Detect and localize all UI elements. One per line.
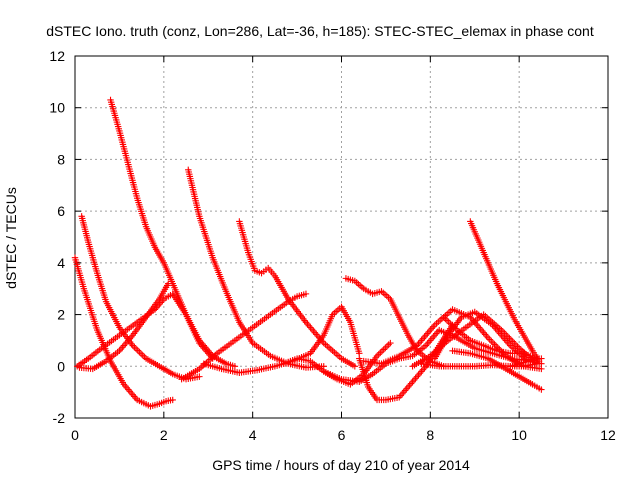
series [78, 213, 203, 383]
y-tick-label: 12 [49, 48, 65, 64]
data-point [169, 396, 176, 404]
axis-ticks: 0 2 4 6 8 10 12 -2 0 2 4 6 8 10 12 [49, 48, 616, 443]
data-point [380, 346, 387, 353]
x-axis-label: GPS time / hours of day 210 of year 2014 [212, 457, 470, 473]
series [107, 96, 216, 362]
y-tick-label: 4 [57, 255, 65, 271]
data-point [382, 344, 389, 352]
x-tick-label: 4 [249, 427, 257, 443]
y-tick-label: 6 [57, 203, 65, 219]
data-point [302, 290, 310, 298]
x-tick-label: 10 [511, 427, 527, 443]
data-point [377, 349, 384, 356]
data-points [71, 96, 545, 410]
chart-title: dSTEC Iono. truth (conz, Lon=286, Lat=-3… [46, 23, 594, 39]
data-point [492, 342, 500, 350]
y-tick-label: -2 [53, 410, 66, 426]
x-tick-label: 8 [426, 427, 434, 443]
series [440, 313, 541, 362]
data-point [137, 350, 145, 357]
series [178, 290, 310, 383]
x-tick-label: 6 [338, 427, 346, 443]
data-point [538, 386, 545, 393]
data-point [488, 337, 495, 345]
data-point [387, 339, 394, 347]
data-point [131, 344, 138, 351]
data-point [486, 336, 493, 343]
data-point [132, 345, 140, 353]
series [76, 280, 172, 373]
data-point [378, 347, 386, 355]
grid [75, 56, 608, 418]
data-point [385, 341, 392, 348]
series [449, 347, 545, 393]
data-point [443, 317, 451, 324]
series [236, 218, 359, 370]
data-point [231, 363, 239, 370]
y-tick-label: 0 [57, 358, 65, 374]
y-axis-label: dSTEC / TECUs [3, 187, 19, 289]
y-tick-label: 8 [57, 151, 65, 167]
y-tick-label: 2 [57, 307, 65, 323]
data-point [136, 348, 143, 356]
data-point [538, 355, 545, 362]
data-point [383, 343, 391, 350]
series [507, 355, 545, 370]
series [342, 275, 447, 370]
series [71, 254, 176, 410]
x-tick-label: 0 [71, 427, 79, 443]
x-tick-label: 12 [600, 427, 616, 443]
data-point [351, 363, 359, 370]
y-tick-label: 10 [49, 100, 65, 116]
series [467, 218, 543, 365]
data-point [375, 351, 382, 358]
data-point [139, 352, 146, 359]
data-point [196, 373, 203, 380]
data-point [134, 347, 141, 354]
x-tick-label: 2 [160, 427, 168, 443]
